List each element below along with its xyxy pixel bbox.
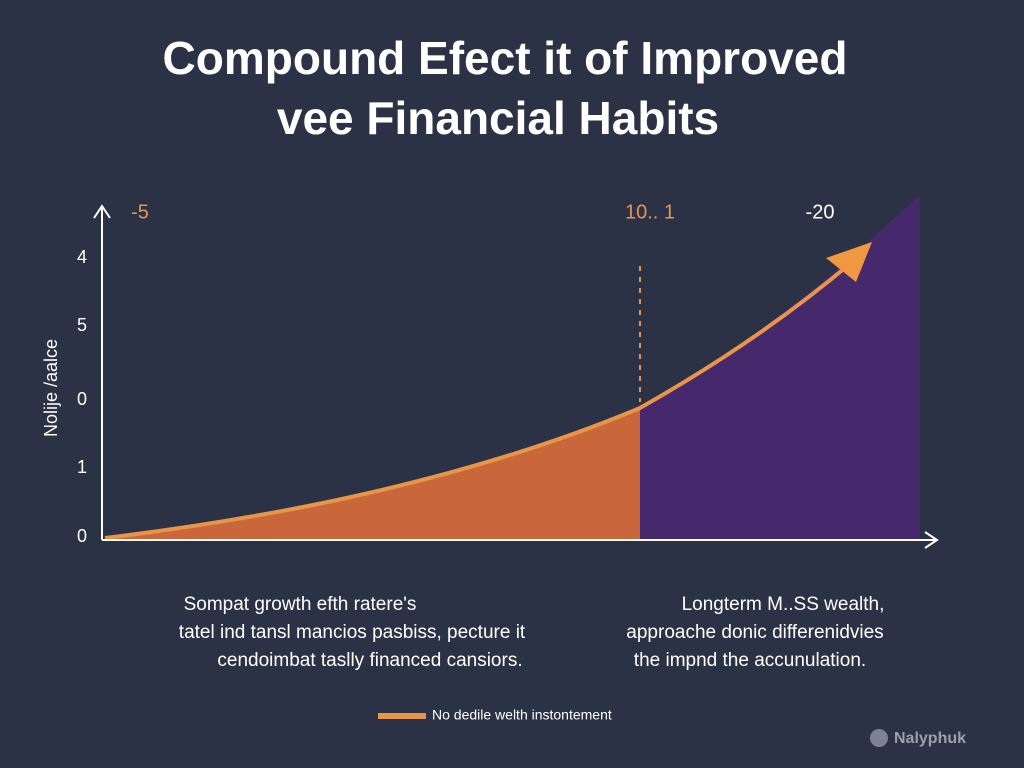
y-axis-arrow [93,204,111,219]
x-axis-arrow [924,531,939,549]
title-line: Compound Efect it of Improved [163,32,848,84]
legend-swatch [378,713,426,719]
curve-arrowhead [826,242,872,282]
note-line: Longterm M..SS wealth, [682,594,885,615]
title-line: vee Financial Habits [277,92,719,144]
watermark: Nalyphuk [894,730,966,747]
note-line: tatel ind tansl mancios pasbiss, pecture… [179,622,526,643]
y-tick-label: 0 [77,526,87,546]
y-tick-label: 4 [77,247,87,267]
watermark-icon [870,729,888,747]
note-line: the impnd the accunulation. [634,650,866,671]
top-label: -5 [131,201,149,223]
y-tick-label: 1 [77,457,87,477]
top-label: -20 [806,201,835,223]
growth-curve [104,260,854,540]
note-line: approache donic differenidvies [626,622,883,643]
y-tick-label: 0 [77,389,87,409]
orange-area [105,408,640,540]
top-label: 10.. 1 [625,201,675,223]
note-line: cendoimbat taslly financed cansiors. [217,650,522,671]
legend-text: No dedile welth instontement [432,707,612,723]
note-line: Sompat growth efth ratere's [184,594,417,615]
y-tick-label: 5 [77,315,87,335]
y-axis-label: Nolije /aalce [41,339,61,437]
purple-area [640,195,920,540]
